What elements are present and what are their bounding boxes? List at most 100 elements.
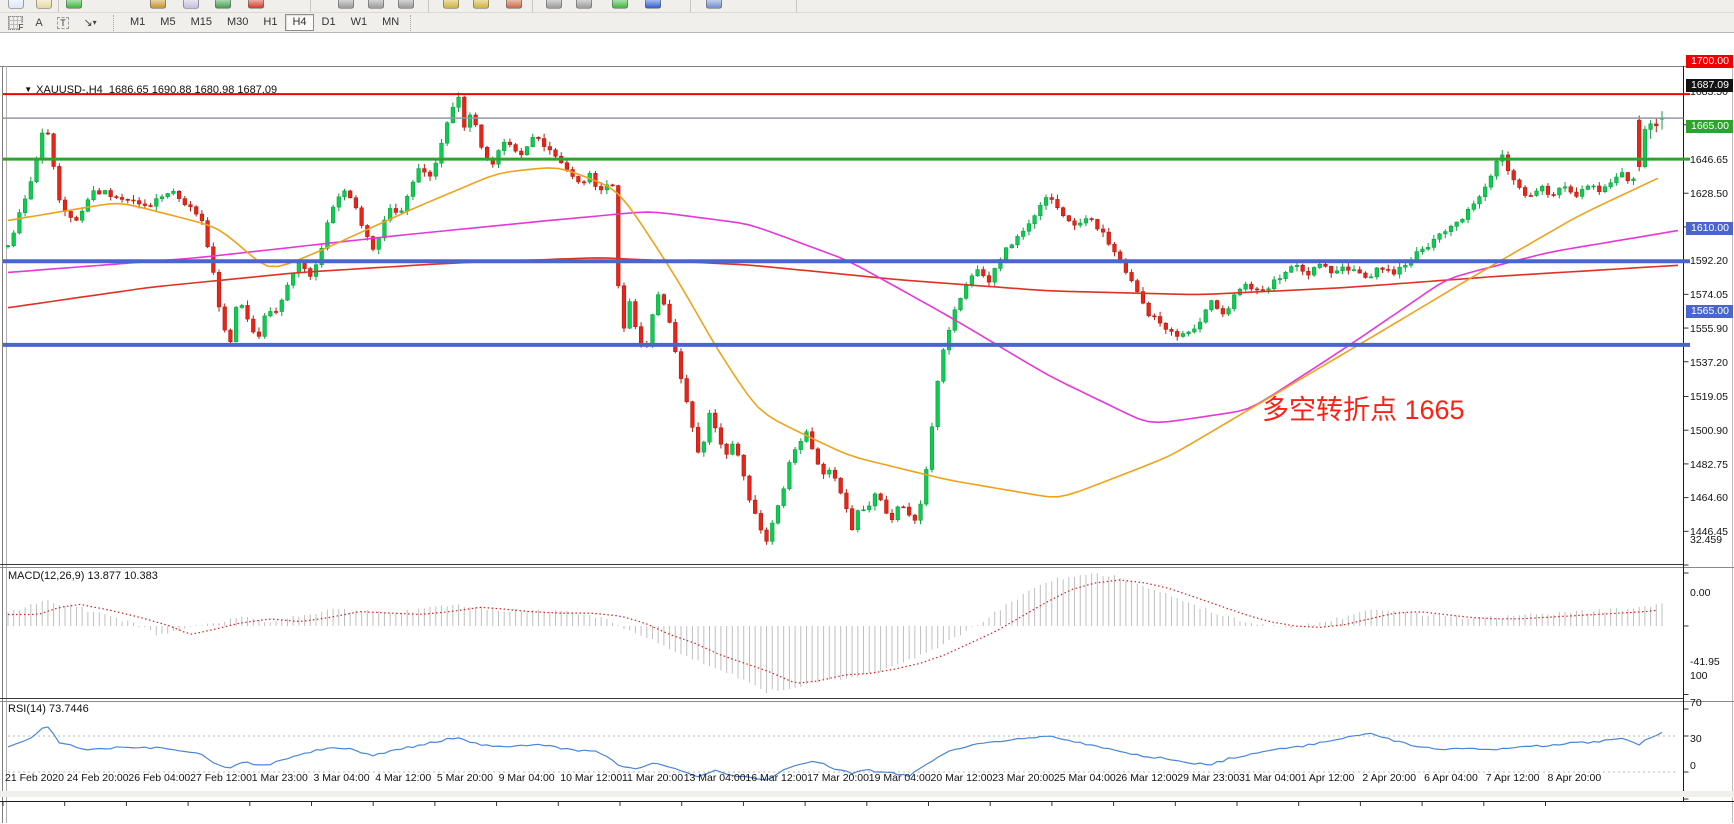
price-tick-label: 1500.90 (1690, 424, 1728, 437)
time-axis-label: 9 Mar 04:00 (498, 772, 555, 784)
time-axis-label: 16 Mar 12:00 (745, 772, 808, 784)
expand-icon-1[interactable] (338, 0, 354, 9)
time-axis-label: 24 Feb 20:00 (66, 772, 129, 784)
rsi-header: RSI(14) 73.7446 (8, 703, 89, 715)
time-axis-label: 1 Apr 12:00 (1300, 772, 1355, 784)
price-tick-label: 1537.20 (1690, 357, 1728, 370)
price-tick-label: 1464.60 (1690, 492, 1728, 505)
grid-window-icon[interactable] (706, 0, 722, 9)
add-indicator-icon[interactable] (66, 0, 82, 9)
timeframe-button-D1[interactable]: D1 (321, 16, 336, 28)
rsi-level-lines (8, 735, 1676, 773)
price-tick-label: 1646.65 (1690, 154, 1728, 167)
printer-icon[interactable] (183, 0, 199, 9)
time-axis-label: 31 Mar 04:00 (1239, 772, 1301, 784)
palette-icon[interactable] (506, 0, 522, 9)
time-axis-label: 20 Mar 12:00 (930, 772, 993, 784)
expand-icon-3[interactable] (398, 0, 414, 9)
price-tick-label: 1519.05 (1690, 391, 1728, 404)
arrow-style-icon[interactable]: ↘ ▾ (83, 17, 97, 29)
symbol-name: XAUUSD-,H4 (36, 84, 103, 96)
text-a-icon[interactable]: A (35, 16, 43, 29)
price-level-badge: 1610.00 (1686, 221, 1733, 235)
price-chart-canvas[interactable] (0, 66, 1734, 824)
grid-fx-icon[interactable]: F (4, 14, 26, 32)
price-level-badge: 1665.00 (1686, 119, 1733, 133)
toolbar-separator (58, 0, 59, 12)
time-axis-label: 29 Mar 23:00 (1177, 772, 1240, 784)
time-axis-label: 19 Mar 04:00 (868, 772, 931, 784)
price-tick-label: 1574.05 (1690, 289, 1728, 302)
bottom-strip (0, 791, 1734, 797)
time-axis-label: 1 Mar 23:00 (251, 772, 308, 784)
rsi-tick-label: 0 (1690, 760, 1696, 772)
expand-icon-4[interactable] (546, 0, 562, 9)
toolbar-separator (410, 14, 417, 31)
macd-histogram (7, 573, 1663, 694)
price-tick-label: 1555.90 (1690, 322, 1728, 335)
timeframe-button-M15[interactable]: M15 (190, 16, 212, 28)
time-axis-label: 10 Mar 12:00 (560, 772, 623, 784)
timeframe-button-group: M1 M5 M15 M30 H1 H4 D1 W1 MN (123, 14, 407, 31)
timeframe-button-W1[interactable]: W1 (350, 16, 368, 28)
macd-tick-label: 0.00 (1690, 587, 1711, 599)
price-level-badge: 1700.00 (1686, 54, 1733, 68)
globe-icon[interactable] (215, 0, 231, 9)
price-tick-label: 1628.50 (1690, 187, 1728, 200)
time-axis-label: 7 Apr 12:00 (1485, 772, 1540, 784)
panel-frame (0, 66, 1734, 823)
macd-tick-label: -41.95 (1690, 655, 1720, 668)
chart-window[interactable]: ▼ XAUUSD-,H4 1686.65 1690.88 1680.98 1687… (0, 33, 1734, 823)
timeframe-button-MN[interactable]: MN (382, 16, 400, 28)
time-axis-label: 21 Feb 2020 (5, 772, 64, 784)
macd-signal-line (8, 579, 1657, 684)
price-tick-label: 1592.20 (1690, 255, 1728, 268)
rsi-tick-label: 100 (1690, 670, 1708, 682)
time-axis-label: 2 Apr 20:00 (1362, 772, 1417, 784)
timeframe-button-M30[interactable]: M30 (226, 16, 249, 28)
toolbar-separator (310, 0, 311, 12)
time-axis-label: 5 Mar 20:00 (436, 772, 493, 784)
pencil-icon-1[interactable] (443, 0, 459, 9)
pencil-icon-2[interactable] (473, 0, 489, 9)
price-tick-label: 1446.45 (1690, 526, 1728, 539)
toolbar-separator (796, 0, 797, 12)
stop-icon[interactable] (248, 0, 264, 9)
price-level-lines (3, 93, 1690, 347)
toolbar-row-1 (0, 0, 1734, 13)
macd-tick-label: 32.459 (1690, 533, 1723, 546)
time-axis-label: 3 Mar 04:00 (313, 772, 370, 784)
symbol-header: ▼ XAUUSD-,H4 1686.65 1690.88 1680.98 1687… (12, 72, 277, 108)
time-axis-label: 25 Mar 04:00 (1053, 772, 1116, 784)
timeframe-button-H4[interactable]: H4 (285, 14, 314, 31)
axis-ticks (2, 124, 1689, 806)
time-axis-label: 4 Mar 12:00 (375, 772, 432, 784)
diamond-icon[interactable] (150, 0, 166, 9)
text-frame-icon[interactable]: T (52, 14, 74, 31)
time-axis-label: 26 Feb 04:00 (128, 772, 191, 784)
toolbar-separator (532, 0, 533, 12)
timeframe-button-M1[interactable]: M1 (130, 16, 146, 28)
time-axis-label: 11 Mar 20:00 (622, 772, 684, 784)
expand-icon-5[interactable] (576, 0, 592, 9)
ma-medium-magenta (7, 211, 1679, 424)
toolbar-separator (428, 0, 429, 12)
toolbar-row-2: F A T ↘ ▾ M1 M5 M15 M30 H1 H4 D1 W1 MN (0, 13, 1734, 33)
sphere-icon[interactable] (645, 0, 661, 9)
collapse-caret-icon[interactable]: ▼ (24, 85, 33, 94)
price-tick-label: 1482.75 (1690, 458, 1728, 471)
chart-annotation: 多空转折点 1665 (1262, 395, 1465, 425)
timeframe-button-H1[interactable]: H1 (263, 16, 278, 28)
time-axis-label: 26 Mar 12:00 (1115, 772, 1178, 784)
timeframe-button-M5[interactable]: M5 (160, 16, 176, 28)
time-axis-label: 17 Mar 20:00 (807, 772, 869, 784)
magnifier-icon[interactable] (36, 0, 52, 9)
add-chart-icon[interactable] (612, 0, 628, 9)
document-icon[interactable] (8, 0, 24, 9)
time-axis-label: 27 Feb 12:00 (190, 772, 252, 784)
toolbar-separator (690, 0, 691, 12)
toolbar-separator (113, 14, 120, 31)
macd-header: MACD(12,26,9) 13.877 10.383 (8, 570, 158, 582)
expand-icon-2[interactable] (368, 0, 384, 9)
rsi-tick-label: 30 (1690, 733, 1702, 745)
